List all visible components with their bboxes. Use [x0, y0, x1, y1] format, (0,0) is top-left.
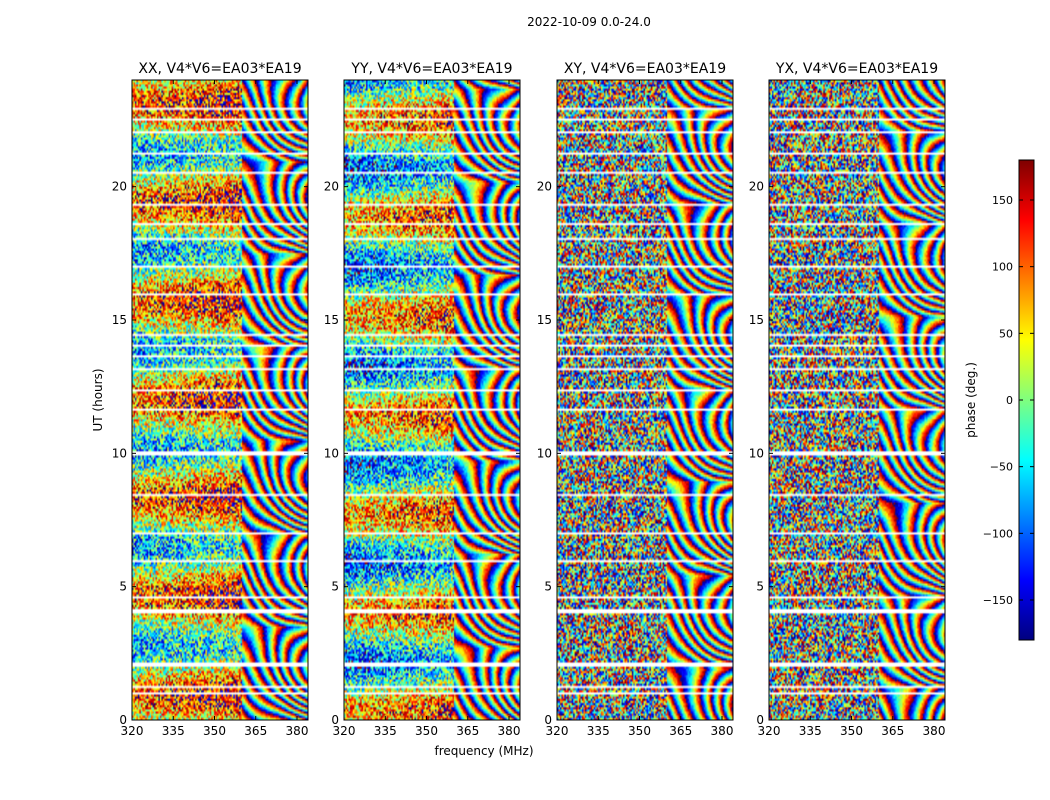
- x-tick-label: 320: [546, 724, 569, 738]
- panel: XY, V4*V6=EA03*EA19 320 335 350 365 380 0 5 10 15…: [537, 61, 734, 738]
- y-tick-label: 10: [537, 446, 552, 460]
- y-tick-label: 10: [749, 446, 764, 460]
- panel-title: YX, V4*V6=EA03*EA19: [775, 61, 938, 77]
- y-tick-label: 15: [749, 313, 764, 327]
- y-tick-label: 15: [537, 313, 552, 327]
- colorbar-tick-label: −50: [990, 461, 1013, 474]
- x-tick-label: 350: [628, 724, 651, 738]
- x-axis-label: frequency (MHz): [434, 744, 533, 758]
- y-tick-label: 15: [112, 313, 127, 327]
- x-tick-label: 320: [121, 724, 144, 738]
- colorbar-tick-label: 100: [992, 261, 1013, 274]
- y-tick-label: 5: [331, 580, 339, 594]
- x-tick-label: 320: [758, 724, 781, 738]
- colorbar-gradient: [1019, 160, 1034, 640]
- panel-title: XX, V4*V6=EA03*EA19: [138, 61, 301, 77]
- y-tick-label: 20: [324, 180, 339, 194]
- phase-heatmap: [132, 80, 308, 720]
- figure-title: 2022-10-09 0.0-24.0: [527, 15, 651, 29]
- phase-heatmap: [557, 80, 733, 720]
- x-tick-label: 350: [415, 724, 438, 738]
- x-tick-label: 380: [923, 724, 946, 738]
- colorbar-tick-label: −150: [983, 594, 1013, 607]
- x-tick-label: 335: [587, 724, 610, 738]
- x-tick-label: 365: [244, 724, 267, 738]
- colorbar-label: phase (deg.): [964, 362, 978, 438]
- panel: XX, V4*V6=EA03*EA19 320 335 350 365 380 0 5 10 15…: [112, 61, 309, 738]
- x-tick-label: 380: [286, 724, 309, 738]
- y-tick-label: 15: [324, 313, 339, 327]
- panel-frame: [556, 79, 734, 721]
- panel-title: XY, V4*V6=EA03*EA19: [564, 61, 726, 77]
- x-tick-label: 350: [840, 724, 863, 738]
- phase-heatmap: [344, 80, 520, 720]
- panel: YX, V4*V6=EA03*EA19 320 335 350 365 380 0 5 10 15…: [749, 61, 946, 738]
- y-tick-label: 20: [537, 180, 552, 194]
- x-tick-label: 320: [333, 724, 356, 738]
- x-tick-label: 350: [203, 724, 226, 738]
- y-tick-label: 5: [119, 580, 127, 594]
- panel-frame: [131, 79, 309, 721]
- panels-layer: XX, V4*V6=EA03*EA19 320 335 350 365 380 0 5 10 15…: [112, 61, 946, 738]
- y-tick-label: 0: [331, 713, 339, 727]
- x-tick-label: 335: [799, 724, 822, 738]
- panel: YY, V4*V6=EA03*EA19 320 335 350 365 380 0 5 10 15…: [324, 61, 521, 738]
- colorbar-tick-label: −100: [983, 527, 1013, 540]
- y-tick-label: 20: [749, 180, 764, 194]
- colorbar-tick-label: 0: [1006, 394, 1013, 407]
- phase-heatmap: [769, 80, 945, 720]
- x-tick-label: 380: [498, 724, 521, 738]
- x-tick-label: 365: [456, 724, 479, 738]
- y-tick-label: 10: [324, 446, 339, 460]
- colorbar-tick-label: 150: [992, 194, 1013, 207]
- y-tick-label: 5: [756, 580, 764, 594]
- x-tick-label: 365: [881, 724, 904, 738]
- y-tick-label: 20: [112, 180, 127, 194]
- y-tick-label: 5: [544, 580, 552, 594]
- y-axis-label: UT (hours): [91, 368, 105, 431]
- x-tick-label: 365: [669, 724, 692, 738]
- colorbar: 150 100 50 0 −50 −100 −150: [983, 159, 1035, 641]
- colorbar-tick-label: 50: [999, 327, 1013, 340]
- y-tick-label: 0: [119, 713, 127, 727]
- panel-frame: [343, 79, 521, 721]
- x-tick-label: 335: [162, 724, 185, 738]
- x-tick-label: 380: [711, 724, 734, 738]
- y-tick-label: 0: [544, 713, 552, 727]
- y-tick-label: 10: [112, 446, 127, 460]
- panel-title: YY, V4*V6=EA03*EA19: [350, 61, 512, 77]
- x-tick-label: 335: [374, 724, 397, 738]
- y-tick-label: 0: [756, 713, 764, 727]
- panel-frame: [768, 79, 946, 721]
